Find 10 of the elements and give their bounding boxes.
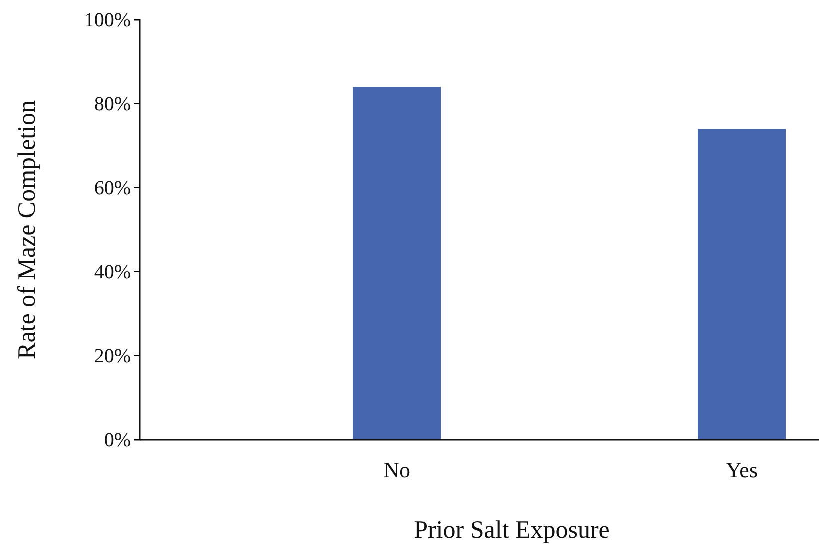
y-tick-label: 100%: [84, 9, 131, 32]
y-tick-label: 40%: [94, 261, 131, 284]
y-tick-label: 80%: [94, 93, 131, 116]
y-tick-label: 20%: [94, 345, 131, 368]
x-tick-label: Yes: [726, 458, 758, 483]
x-tick-label: No: [384, 458, 410, 483]
y-tick-label: 0%: [104, 429, 131, 452]
y-tick-label: 60%: [94, 177, 131, 200]
y-axis-title: Rate of Maze Completion: [14, 100, 41, 360]
x-axis-title: Prior Salt Exposure: [414, 517, 610, 544]
